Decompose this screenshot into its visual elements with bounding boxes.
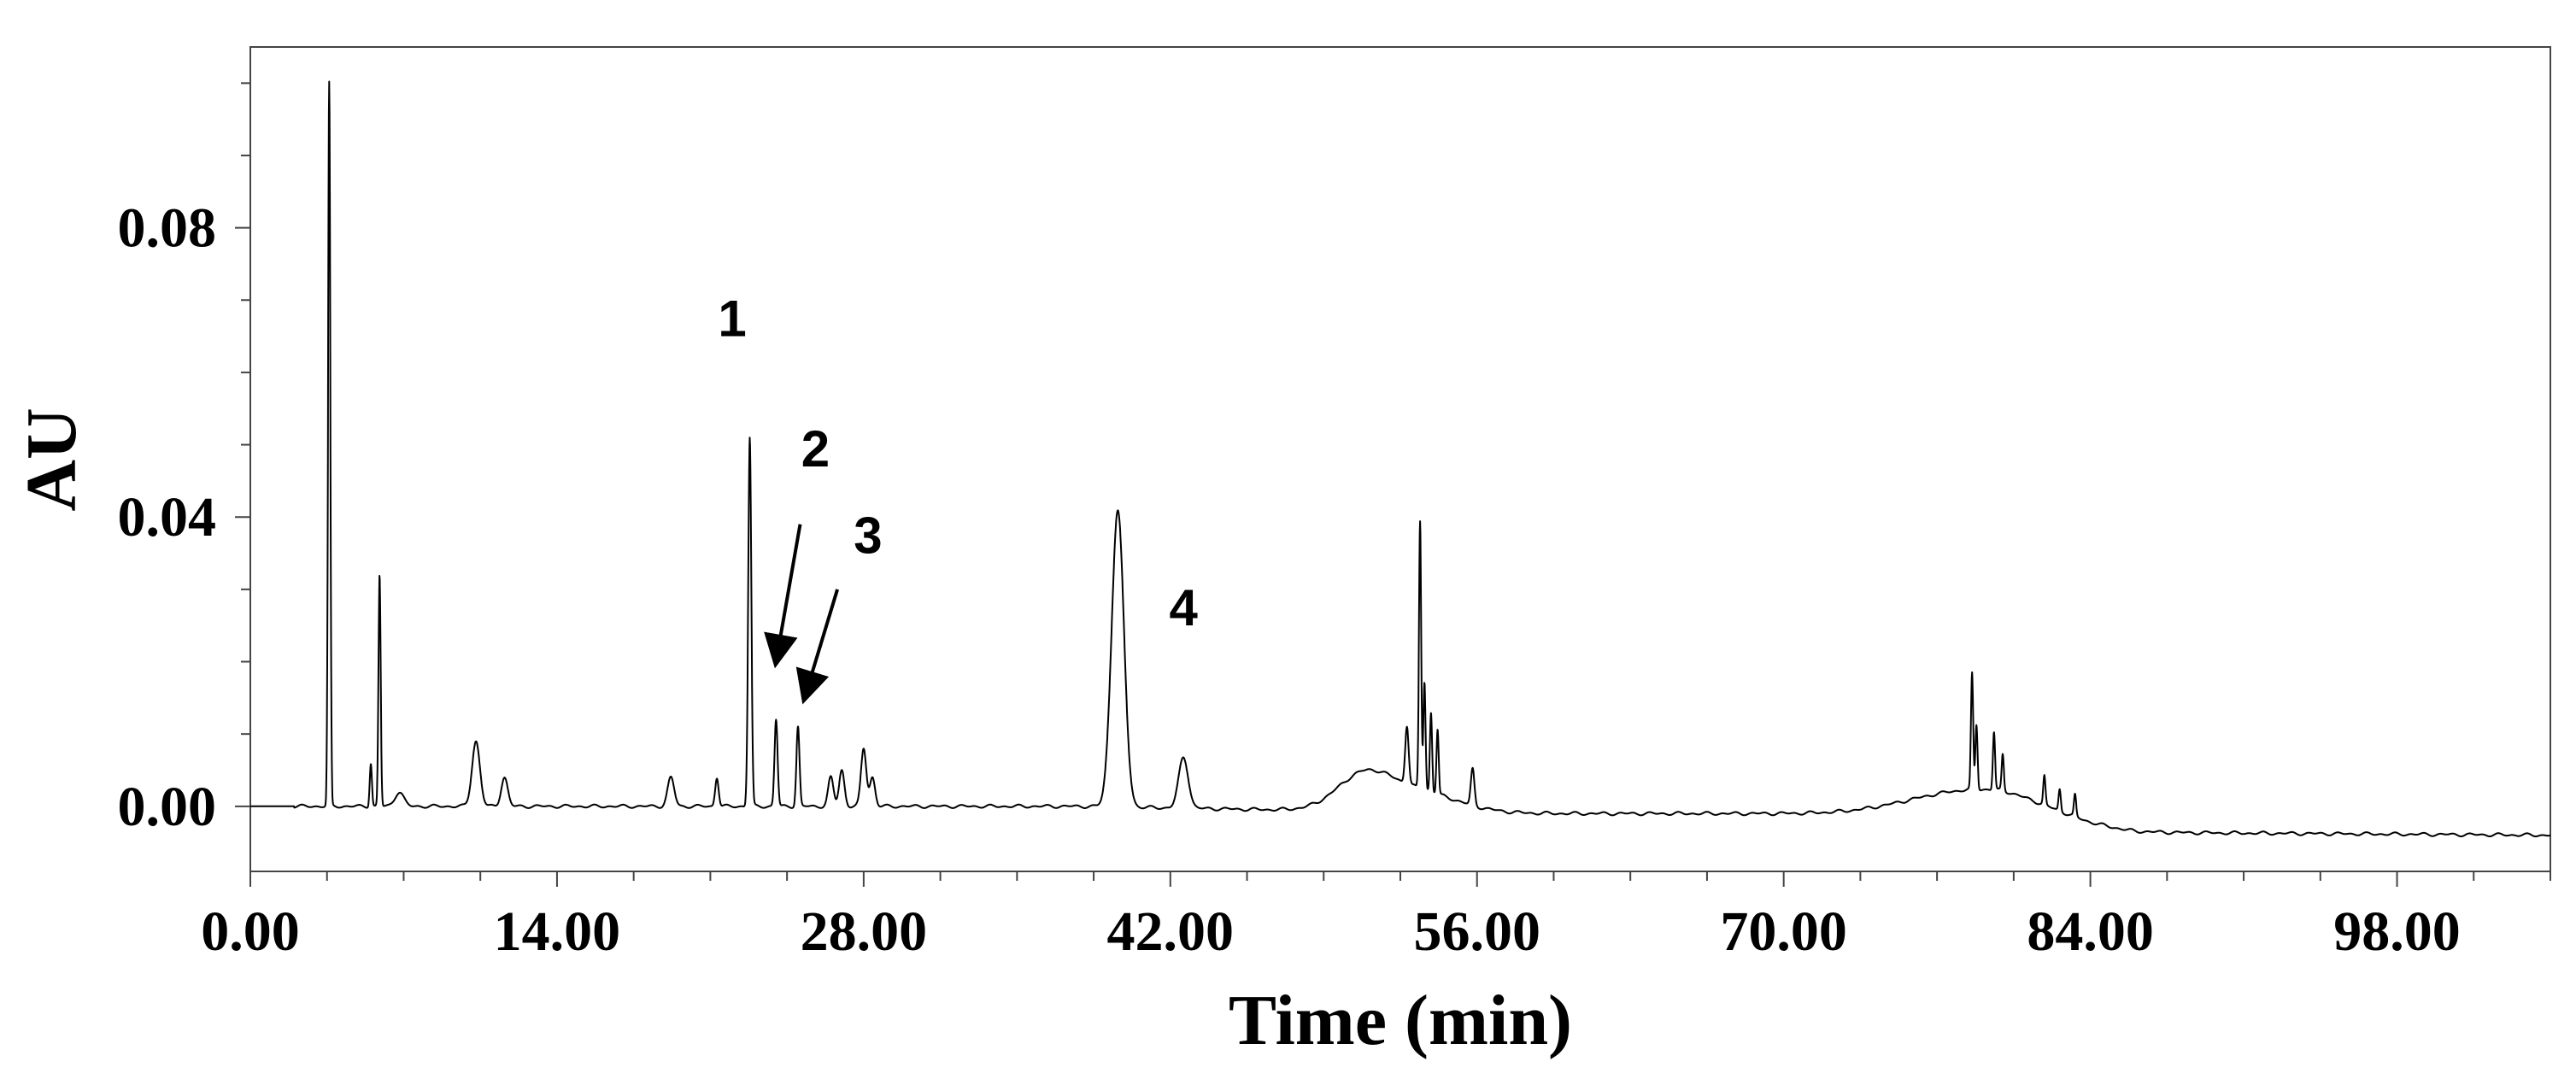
peak-label-2: 2 — [801, 420, 830, 478]
peak-label-1: 1 — [718, 290, 746, 348]
x-axis: 0.00 14.00 28.00 42.00 56.00 70.00 84.00 98.00 — [201, 871, 2551, 963]
peak-label-3: 3 — [854, 507, 882, 565]
plot-frame — [249, 46, 2551, 872]
peak-label-4: 4 — [1169, 579, 1198, 636]
x-tick-label: 14.00 — [494, 900, 621, 963]
x-tick-label: 42.00 — [1107, 900, 1235, 963]
chromatogram-trace — [249, 80, 2551, 838]
x-tick-label: 84.00 — [2027, 900, 2154, 963]
y-tick-label: 0.04 — [118, 486, 217, 548]
x-tick-label: 56.00 — [1413, 900, 1540, 963]
y-tick-label: 0.00 — [118, 776, 217, 838]
x-axis-title: Time (min) — [1229, 981, 1572, 1060]
x-tick-label: 70.00 — [1720, 900, 1847, 963]
x-tick-label: 28.00 — [801, 900, 928, 963]
x-tick-label: 98.00 — [2333, 900, 2461, 963]
peak-annotations: 1 23 4 — [718, 290, 1198, 705]
peak-arrow-3 — [795, 589, 840, 705]
y-tick-label: 0.08 — [118, 197, 217, 260]
x-tick-label: 0.00 — [201, 900, 300, 963]
peak-arrow-2 — [764, 524, 802, 669]
y-axis-title: AU — [12, 408, 91, 511]
y-axis: 0.00 0.04 0.08 — [118, 82, 250, 838]
